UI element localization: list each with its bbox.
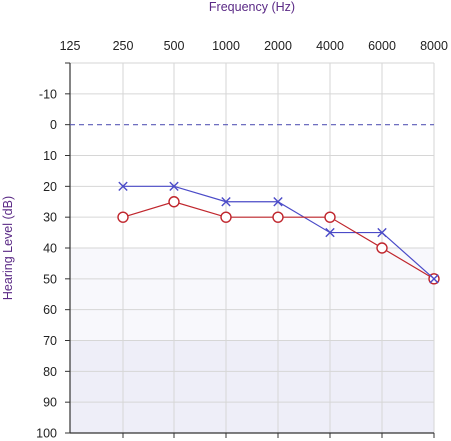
circle-marker [376, 242, 388, 254]
y-tick-label: 40 [43, 242, 57, 256]
x-axis-title: Frequency (Hz) [209, 0, 295, 14]
x-marker [325, 227, 335, 238]
y-tick-label: 80 [43, 365, 57, 379]
x-marker [273, 197, 283, 207]
x-marker-stroke [118, 181, 128, 192]
y-tick-label: -10 [39, 87, 57, 101]
y-tick-label: 60 [43, 303, 57, 317]
shaded-band-0 [70, 248, 434, 341]
y-tick-label: 0 [50, 118, 57, 132]
x-tick-label: 6000 [368, 39, 396, 53]
x-tick-label: 2000 [264, 39, 292, 53]
shaded-bands [70, 248, 434, 433]
x-tick-label: 4000 [316, 39, 344, 53]
y-tick-label: 70 [43, 334, 57, 348]
x-marker-stroke [221, 197, 231, 207]
y-tick-label: 20 [43, 180, 57, 194]
circle-marker [117, 211, 129, 223]
y-tick-label: 30 [43, 211, 57, 225]
circle-marker [220, 211, 232, 223]
x-marker-stroke [325, 227, 335, 238]
x-marker-overlay [429, 274, 439, 284]
x-marker-stroke [377, 227, 387, 238]
circle-marker [324, 211, 336, 223]
circle-marker [168, 196, 180, 208]
x-tick-label: 1000 [212, 39, 240, 53]
x-marker-stroke [273, 197, 283, 207]
x-tick-label: 250 [113, 39, 134, 53]
x-marker [169, 181, 179, 192]
y-tick-label: 90 [43, 396, 57, 410]
series-group [117, 181, 440, 285]
x-marker [221, 197, 231, 207]
x-tick-label: 500 [164, 39, 185, 53]
x-marker-stroke [169, 181, 179, 192]
x-tick-label: 8000 [420, 39, 448, 53]
x-tick-label: 125 [60, 39, 81, 53]
tick-labels: 125 250 500 1000 2000 4000 6000 8000 -10 0 10 20 30 4… [36, 39, 448, 441]
circle-marker [272, 211, 284, 223]
y-tick-label: 50 [43, 272, 57, 286]
y-axis-title: Hearing Level (dB) [1, 196, 15, 300]
y-tick-label: 100 [36, 427, 57, 441]
x-marker [377, 227, 387, 238]
x-marker [118, 181, 128, 192]
y-tick-label: 10 [43, 149, 57, 163]
shaded-band-1 [70, 340, 434, 433]
